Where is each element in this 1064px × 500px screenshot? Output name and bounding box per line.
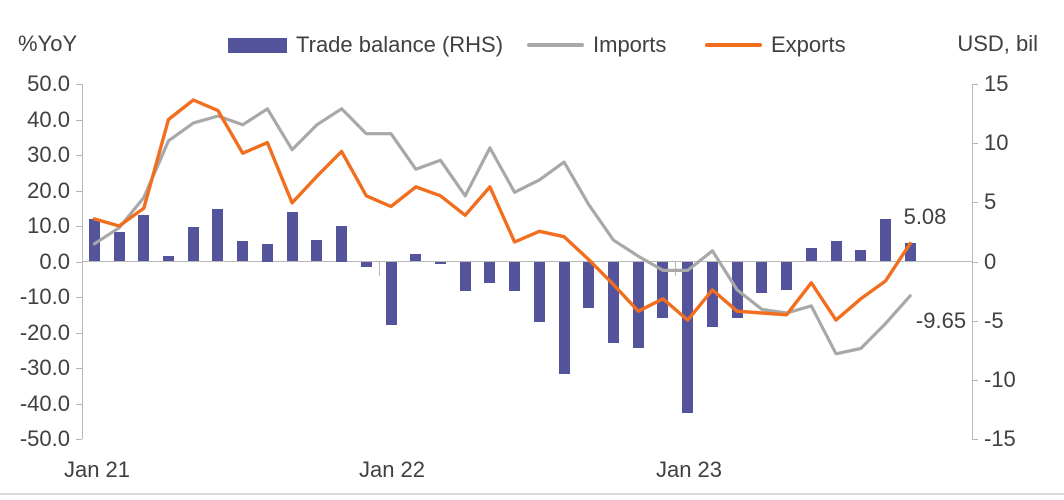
left-axis-tick [76,332,82,334]
left-axis-tick-label: 10.0 [27,213,70,238]
trade-balance-bar [781,261,793,290]
left-axis-tick [76,439,82,440]
x-axis-label-jan22: Jan 22 [358,457,426,482]
legend-label: Trade balance (RHS) [296,32,504,57]
legend-item-trade-balance: Trade balance (RHS) [228,31,503,59]
left-axis-tick-label: -20.0 [19,319,70,345]
right-axis-tick [972,84,978,85]
trade-balance-bar [88,218,100,262]
right-axis-tick-label: -5 [984,307,1004,333]
right-axis-tick-label: 10 [984,130,1009,156]
exports-line [92,98,912,322]
zero-line [82,261,972,262]
left-axis-tick [76,155,82,156]
line-swatch-icon [527,43,584,47]
left-axis-tick-label: 30.0 [27,142,70,167]
trade-balance-bar [805,248,817,262]
trade-balance-bar [509,261,521,292]
trade-balance-bar [237,241,249,262]
trade-balance-bar [657,261,669,319]
left-axis-tick-label: -10.0 [19,284,70,309]
right-axis-tick [972,261,978,263]
trade-balance-bar [261,243,273,262]
left-axis-tick-label: 0.0 [39,248,70,274]
legend-label: Exports [771,32,846,57]
left-axis-tick [76,261,82,263]
x-axis-label-jan23: Jan 23 [655,457,723,482]
right-axis-tick-label: 5 [984,189,997,215]
left-axis-tick [76,226,82,227]
trade-balance-bar [311,240,323,262]
right-axis-tick [972,379,978,381]
imports-last-value-label: -9.65 [915,308,967,333]
left-axis-tick-label: -50.0 [19,426,70,451]
trade-balance-bar [138,215,150,262]
left-axis-tick [76,403,82,405]
trade-balance-bar [879,218,891,262]
trade-balance-bar [682,261,694,413]
right-axis-tick-label: 15 [984,71,1009,96]
trade-balance-bar [434,261,446,264]
left-axis-title: %YoY [18,31,78,56]
right-axis-tick [972,439,978,440]
trade-balance-bar [113,231,125,262]
trade-balance-bar [533,261,545,322]
trade-balance-bar [608,261,620,344]
trade-balance-bar [484,261,496,283]
right-axis-tick [972,143,978,145]
left-axis-tick [76,190,82,192]
left-axis-tick-label: 40.0 [27,106,70,132]
trade-balance-bar [360,261,372,268]
trade-balance-bar [558,261,570,374]
trade-balance-bar [830,241,842,262]
trade-balance-bar [410,254,422,262]
left-axis-tick-label: -30.0 [19,355,70,380]
trade-balance-bar [187,227,199,262]
right-axis-tick [972,202,978,204]
trade-balance-bar [855,249,867,262]
bottom-divider [0,493,1064,495]
trade-balance-bar [163,255,175,262]
legend-label: Imports [593,32,667,57]
legend-item-exports: Exports [705,31,846,59]
imports-line [92,107,912,356]
right-axis-tick [972,320,978,322]
trade-balance-bar [632,261,644,348]
trade-balance-bar [706,261,718,327]
left-axis-tick [76,297,82,298]
trade-balance-bar [459,261,471,292]
right-axis-tick-label: -15 [984,426,1016,451]
left-axis-tick-label: 50.0 [27,71,70,96]
left-axis-tick-label: -40.0 [19,390,70,416]
right-axis-tick-label: -10 [984,366,1016,392]
trade-balance-bar [286,211,298,262]
left-axis-tick [76,84,82,85]
trade-balance-bar [756,261,768,294]
trade-balance-bar [385,261,397,326]
right-axis-title: USD, bil [957,31,1038,56]
trade-balance-bar [904,242,916,262]
x-axis-label-jan21: Jan 21 [63,457,131,482]
line-swatch-icon [705,43,762,47]
bar-swatch-icon [228,37,287,53]
trade-balance-bar [583,261,595,308]
exports-last-value-label: 5.08 [903,204,947,229]
right-axis-tick-label: 0 [984,248,997,274]
legend-item-imports: Imports [527,31,666,59]
trade-balance-bar [212,209,224,262]
left-axis-tick [76,368,82,369]
left-axis-tick-label: 20.0 [27,177,70,203]
left-axis-tick [76,119,82,121]
trade-balance-bar [336,226,348,262]
x-axis-tick [378,262,380,276]
